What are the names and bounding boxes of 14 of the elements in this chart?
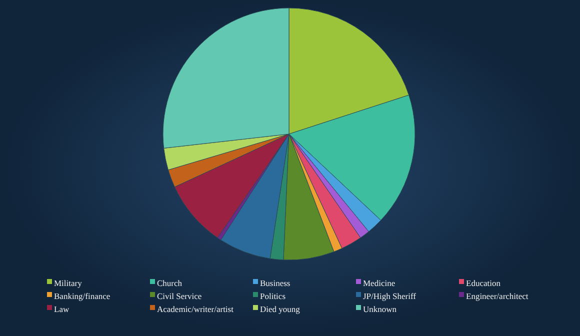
legend-label: Law [54, 304, 70, 314]
legend-label: JP/High Sheriff [363, 290, 416, 301]
legend-label: Engineer/architect [466, 290, 529, 301]
legend-label: Unknown [363, 304, 398, 314]
legend-label: Church [157, 278, 183, 288]
legend-label: Medicine [363, 278, 396, 288]
legend-label: Banking/finance [54, 290, 110, 301]
legend-label: Politics [260, 290, 286, 301]
legend-label: Education [466, 278, 502, 288]
legend-label: Military [54, 278, 83, 288]
legend-label: Academic/writer/artist [157, 304, 234, 314]
legend-label: Business [260, 278, 290, 288]
legend-label: Died young [260, 304, 301, 314]
legend-label: Civil Service [157, 290, 202, 301]
